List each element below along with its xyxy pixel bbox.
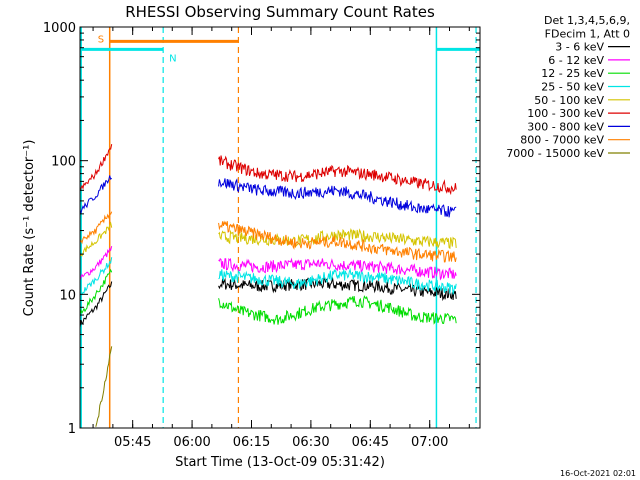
x-tick-label: 06:30	[292, 435, 329, 450]
series-line	[79, 211, 113, 245]
legend-header: Det 1,3,4,5,6,9,	[544, 14, 630, 27]
status-bar-label: S	[98, 34, 104, 45]
plot-frame	[79, 26, 481, 429]
x-tick-label: 07:00	[411, 435, 448, 450]
series-100-300keV	[79, 144, 457, 196]
status-bar-label: N	[169, 53, 176, 64]
series-7000-15000keV	[95, 346, 113, 427]
x-tick-label: 06:45	[352, 435, 389, 450]
legend-label: 50 - 100 keV	[534, 94, 604, 107]
chart-title: RHESSI Observing Summary Count Rates	[125, 3, 435, 21]
series-800-7000keV	[79, 211, 457, 263]
legend-header: FDecim 1, Att 0	[545, 27, 630, 40]
legend-label: 6 - 12 keV	[548, 54, 604, 67]
series-line	[79, 175, 113, 215]
series-line	[79, 268, 113, 316]
y-tick-label: 100	[51, 155, 76, 170]
x-tick-label: 05:45	[114, 435, 151, 450]
legend-label: 800 - 7000 keV	[520, 134, 604, 147]
legend-label: 3 - 6 keV	[555, 41, 604, 54]
y-tick-label: 1	[68, 422, 76, 437]
series-line	[218, 178, 457, 218]
x-axis-label: Start Time (13-Oct-09 05:31:42)	[175, 455, 385, 470]
legend: Det 1,3,4,5,6,9,FDecim 1, Att 03 - 6 keV…	[506, 14, 630, 160]
y-axis: 1 10 100 1000	[43, 21, 480, 437]
y-tick-label: 10	[59, 288, 76, 303]
series-line	[218, 228, 457, 250]
plot-area: SN	[79, 27, 480, 428]
x-tick-label: 06:15	[233, 435, 270, 450]
series-line	[218, 155, 457, 196]
series-line	[79, 144, 113, 191]
series-12-25keV	[79, 268, 457, 325]
series-line	[79, 257, 113, 296]
legend-label: 100 - 300 keV	[527, 107, 604, 120]
y-tick-label: 1000	[43, 21, 76, 36]
series-line	[79, 281, 113, 328]
series-line	[218, 295, 457, 325]
legend-label: 7000 - 15000 keV	[506, 147, 604, 160]
timestamp: 16-Oct-2021 02:01	[560, 469, 636, 478]
y-axis-label: Count Rate (s⁻¹ detector⁻¹)	[22, 140, 37, 317]
series-line	[95, 346, 113, 427]
legend-label: 25 - 50 keV	[541, 81, 604, 94]
x-tick-label: 06:00	[173, 435, 210, 450]
series-25-50keV	[79, 257, 457, 296]
legend-label: 12 - 25 keV	[541, 67, 604, 80]
series-line	[218, 257, 457, 281]
series-line	[218, 220, 457, 263]
x-axis: 05:45 06:00 06:15 06:30 06:45 07:00	[92, 27, 470, 450]
series-50-100keV	[79, 221, 457, 257]
series-line	[79, 245, 113, 281]
series-line	[79, 221, 113, 257]
series-300-800keV	[79, 175, 457, 218]
series-line	[218, 267, 457, 295]
legend-label: 300 - 800 keV	[527, 120, 604, 133]
series-6-12keV	[79, 245, 457, 281]
